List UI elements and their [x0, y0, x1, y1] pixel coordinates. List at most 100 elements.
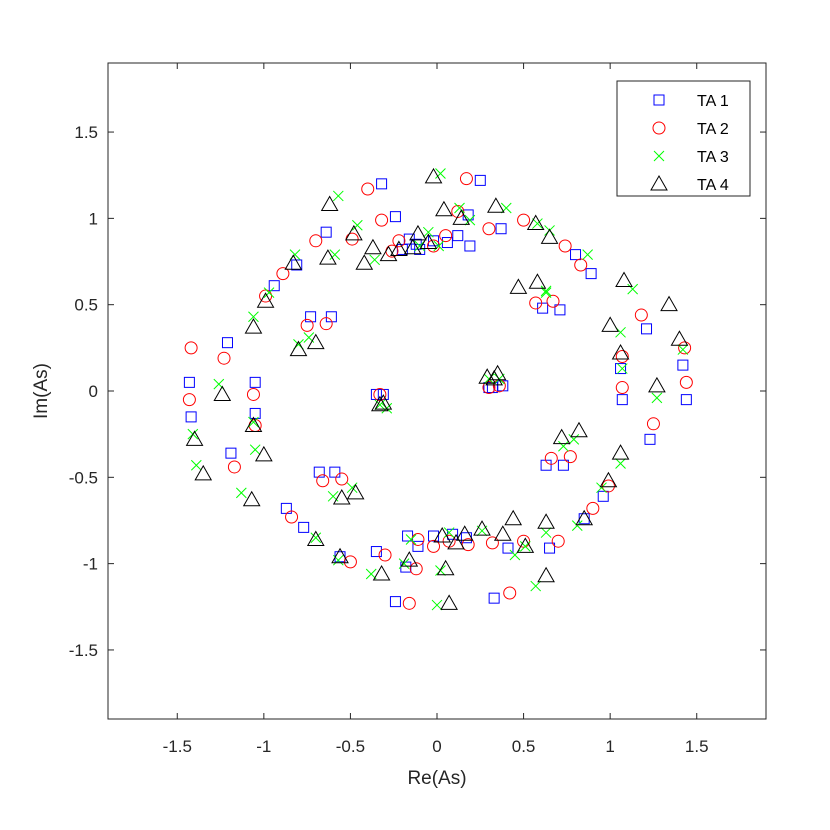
y-tick-label: -1: [83, 555, 98, 574]
point-triangle: [599, 471, 618, 488]
point-triangle: [424, 167, 443, 184]
point-triangle: [320, 195, 339, 212]
legend: TA 1 TA 2 TA 3 TA 4: [616, 80, 751, 197]
point-triangle: [552, 428, 571, 445]
point-triangle: [601, 316, 620, 332]
axis-ticks: -1.5 -1 -0.5 0 0.5 1 1.5 -1.5 -1 -0.5 0 0.5 1 1.5: [69, 63, 766, 756]
point-triangle: [346, 483, 365, 500]
point-circle: [451, 204, 465, 218]
point-circle: [546, 294, 560, 308]
point-square: [597, 490, 609, 502]
legend-box: [616, 80, 751, 197]
point-x: [443, 527, 455, 538]
x-tick-label: -1.5: [163, 737, 192, 756]
point-x: [414, 240, 426, 252]
point-x: [190, 459, 202, 471]
point-circle: [482, 381, 496, 395]
point-circle: [551, 534, 565, 548]
point-circle: [586, 501, 600, 515]
point-circle: [615, 349, 629, 363]
point-square: [570, 249, 582, 261]
y-tick-label: -0.5: [69, 468, 98, 487]
x-axis-label: Re(As): [407, 768, 466, 789]
point-triangle: [670, 330, 689, 346]
point-x: [431, 599, 443, 611]
point-triangle: [256, 292, 275, 308]
x-tick-label: -1: [256, 737, 271, 756]
point-triangle: [306, 530, 325, 546]
point-x: [435, 168, 446, 179]
point-x: [540, 527, 552, 538]
point-square: [680, 394, 692, 406]
point-circle: [184, 341, 198, 355]
point-circle: [517, 534, 531, 548]
point-square: [474, 174, 486, 186]
point-x: [249, 444, 261, 456]
point-triangle: [364, 238, 382, 255]
point-triangle: [660, 295, 678, 312]
series-2: [182, 172, 693, 610]
point-square: [641, 323, 653, 335]
point-square: [268, 280, 280, 292]
point-triangle: [570, 421, 588, 438]
point-triangle: [473, 520, 491, 536]
point-square: [677, 359, 689, 371]
y-tick-label: 1: [89, 209, 98, 228]
point-triangle: [648, 376, 666, 393]
point-square: [585, 268, 597, 280]
point-square: [389, 596, 401, 608]
point-circle: [427, 539, 441, 553]
point-square: [249, 376, 261, 388]
point-triangle: [374, 394, 393, 410]
point-triangle: [435, 200, 453, 217]
point-triangle: [611, 444, 630, 460]
point-x: [651, 392, 663, 404]
y-tick-label: 0: [89, 382, 98, 401]
legend-marker-2: [652, 121, 666, 135]
point-x: [351, 219, 363, 231]
point-circle: [427, 239, 441, 253]
x-tick-label: 0: [432, 737, 441, 756]
point-x: [540, 287, 552, 298]
point-x: [615, 458, 626, 469]
point-x: [369, 254, 381, 266]
point-circle: [246, 387, 260, 401]
point-x: [248, 416, 259, 428]
y-tick-label: -1.5: [69, 641, 98, 660]
x-tick-label: 1: [605, 737, 614, 756]
point-circle: [378, 548, 392, 562]
legend-label-2: TA 2: [697, 121, 729, 138]
point-square: [221, 337, 233, 349]
point-triangle: [433, 527, 452, 543]
point-circle: [300, 318, 314, 332]
series-4: [185, 167, 689, 610]
point-circle: [482, 222, 496, 236]
point-circle: [459, 172, 473, 186]
point-circle: [558, 239, 572, 253]
point-x: [332, 190, 344, 202]
point-triangle: [284, 254, 303, 270]
point-triangle: [537, 513, 555, 529]
x-tick-label: 1.5: [685, 737, 709, 756]
point-circle: [285, 510, 299, 524]
point-circle: [316, 474, 330, 488]
x-tick-label: -0.5: [336, 737, 365, 756]
y-tick-label: 1.5: [74, 123, 98, 142]
point-x: [616, 363, 628, 374]
point-x: [405, 534, 417, 545]
point-circle: [634, 308, 648, 322]
point-triangle: [409, 224, 427, 241]
point-circle: [402, 596, 416, 610]
point-x: [248, 311, 259, 323]
point-square: [249, 407, 261, 419]
point-square: [370, 546, 382, 558]
point-square: [329, 466, 341, 478]
point-triangle: [194, 464, 213, 481]
point-x: [596, 482, 607, 494]
point-circle: [276, 267, 290, 281]
point-x: [627, 283, 639, 295]
point-square: [616, 394, 628, 406]
point-triangle: [319, 249, 337, 265]
legend-label-4: TA 4: [697, 177, 729, 194]
